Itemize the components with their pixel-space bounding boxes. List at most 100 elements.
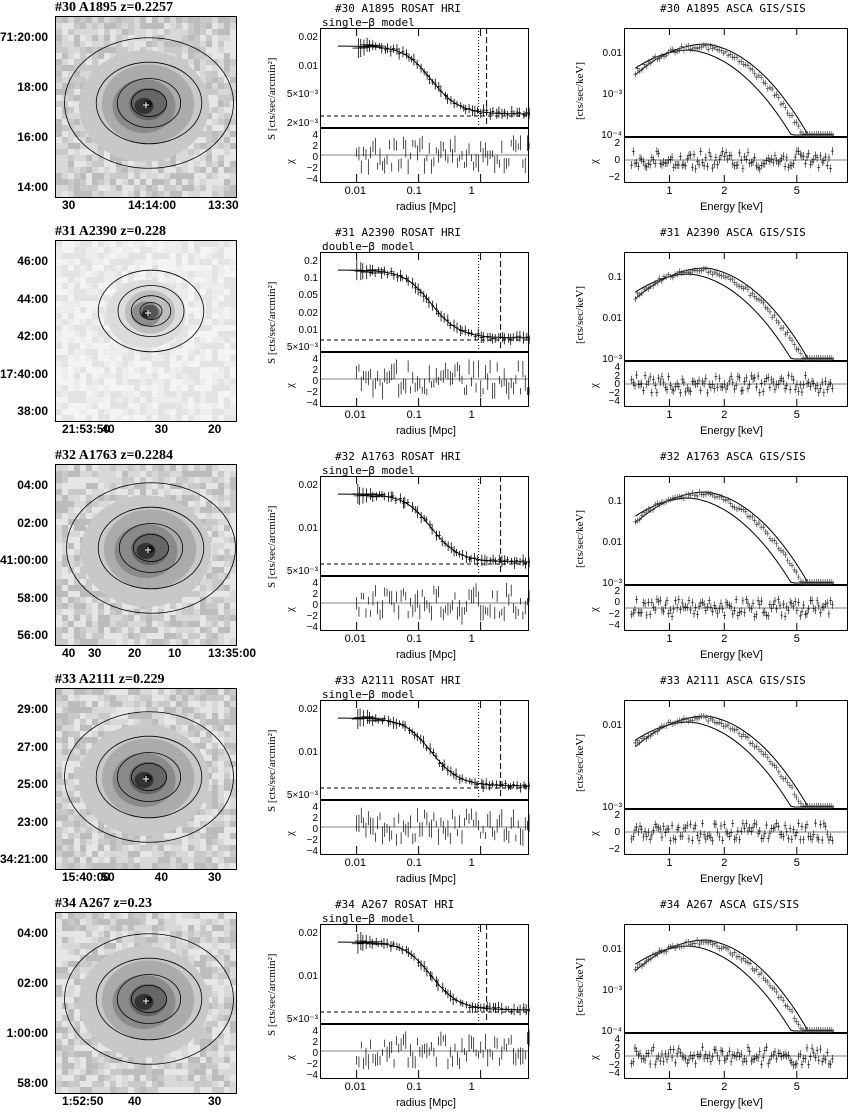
- spectrum-point: [757, 297, 761, 303]
- spectrum-chi-point: [822, 820, 825, 828]
- spectrum-chi-point: [790, 835, 793, 843]
- spectrum-chi-point: [652, 376, 655, 384]
- spectrum-chi-point: [725, 828, 728, 836]
- profile-point: [383, 492, 386, 500]
- image-x-tick: 40: [62, 646, 75, 660]
- spectrum-chi-point: [785, 1052, 788, 1060]
- spectrum-chi-point: [642, 599, 645, 607]
- spectrum-chi-point: [789, 1056, 792, 1064]
- spectrum-chi-point: [829, 1060, 832, 1068]
- spectrum-point: [686, 492, 690, 498]
- profile-chi-tick: 0: [302, 600, 318, 611]
- spectrum-chi-point: [650, 154, 653, 162]
- spectrum-point: [647, 733, 651, 739]
- spectrum-chi-point: [809, 1053, 812, 1061]
- profile-point: [398, 720, 401, 727]
- spectrum-chi-point: [645, 832, 648, 840]
- spectrum-chi-point: [684, 388, 687, 396]
- profile-point: [437, 979, 440, 991]
- spectrum-chi-point: [760, 379, 763, 387]
- spectrum-point: [737, 505, 741, 511]
- profile-point: [392, 45, 395, 53]
- spectrum-chi-point: [659, 596, 662, 604]
- spectrum-point: [730, 726, 734, 732]
- spectrum-chi-point: [748, 380, 751, 388]
- spectrum-chi-point: [677, 596, 680, 604]
- spectrum-chi-point: [736, 372, 739, 380]
- profile-point: [476, 1003, 479, 1011]
- spectrum-chi-point: [686, 1059, 689, 1067]
- spectrum-chi-point: [642, 157, 645, 165]
- spectrum-chi-point: [775, 157, 778, 165]
- spectrum-chi-point: [687, 835, 690, 843]
- profile-title: #32 A1763 ROSAT HRI: [335, 450, 461, 463]
- spectrum-chi-point: [682, 604, 685, 612]
- image-y-tick: 27:00: [0, 740, 48, 754]
- spectrum-point: [702, 713, 706, 719]
- profile-point: [471, 1002, 474, 1013]
- spectrum-point: [700, 44, 704, 50]
- spectrum-chi-point: [811, 1044, 814, 1052]
- image-y-tick: 44:00: [0, 292, 48, 306]
- spectrum-chi-point: [721, 605, 724, 613]
- spectrum-chi-point: [679, 152, 682, 160]
- spectrum-point: [783, 331, 787, 337]
- spectrum-model: [635, 274, 834, 359]
- spectrum-chi-point: [649, 373, 652, 381]
- spectrum-chi-point: [669, 381, 672, 389]
- spectrum-chi-point: [713, 160, 716, 168]
- spectrum-chi-point: [650, 598, 653, 606]
- profile-point: [500, 555, 503, 567]
- profile-point: [367, 40, 379, 50]
- spectrum-chi-point: [752, 1055, 755, 1063]
- profile-chi-tick: 4: [302, 354, 318, 365]
- spectrum-chi-point: [650, 1047, 653, 1055]
- spectrum-chi-point: [763, 378, 766, 386]
- profile-point: [380, 43, 383, 53]
- image-y-tick: 56:00: [0, 628, 48, 642]
- spectrum-chi-point: [731, 820, 734, 828]
- profile-x-tick: 0.1: [407, 185, 422, 197]
- profile-title: #31 A2390 ROSAT HRI: [335, 226, 461, 239]
- spectrum-chi-point: [637, 162, 640, 170]
- spectrum-y-tick: 0.01: [588, 48, 622, 59]
- profile-point: [494, 334, 497, 343]
- spectrum-point: [768, 309, 772, 315]
- profile-y-tick: 0.01: [284, 61, 318, 72]
- profile-ylabel: S [cts/sec/arcmin²]: [266, 506, 278, 588]
- spectrum-chi-point: [750, 605, 753, 613]
- spectrum-point: [737, 953, 741, 959]
- spectrum-point: [695, 493, 699, 499]
- spectrum-chi-point: [681, 161, 684, 169]
- spectrum-chi-point: [741, 597, 744, 605]
- profile-point: [456, 101, 459, 107]
- spectrum-chi-point: [814, 151, 817, 159]
- spectrum-point: [675, 719, 679, 725]
- spectrum-chi-point: [794, 1061, 797, 1069]
- spectrum-point: [682, 943, 686, 949]
- spectrum-chi-point: [826, 386, 829, 394]
- spectrum-chi-point: [770, 604, 773, 612]
- profile-chi-tick: −2: [302, 1059, 318, 1070]
- spectrum-point: [675, 271, 679, 277]
- spectrum-chi-point: [782, 600, 785, 608]
- spectrum-chi-point: [674, 1059, 677, 1067]
- spectrum-chi-point: [752, 599, 755, 607]
- spectrum-chi-point: [699, 830, 702, 838]
- spectrum-x-tick: 2: [721, 1081, 727, 1093]
- profile-point: [435, 976, 438, 987]
- profile-point: [465, 551, 468, 563]
- spectrum-chi-point: [696, 1051, 699, 1059]
- spectrum-chi-point: [767, 612, 770, 620]
- image-y-tick: 38:00: [0, 404, 48, 418]
- spectrum-chi-point: [831, 601, 834, 609]
- spectrum-point: [766, 85, 770, 91]
- image-x-tick: 13:35:00: [208, 646, 256, 660]
- spectrum-chi-point: [829, 165, 832, 173]
- spectrum-chi-point: [822, 157, 825, 165]
- profile-point: [410, 56, 413, 63]
- spectrum-model: [635, 498, 834, 583]
- spectrum-chi-point: [773, 152, 776, 160]
- spectrum-chi-point: [647, 378, 650, 386]
- spectrum-model: [635, 722, 834, 807]
